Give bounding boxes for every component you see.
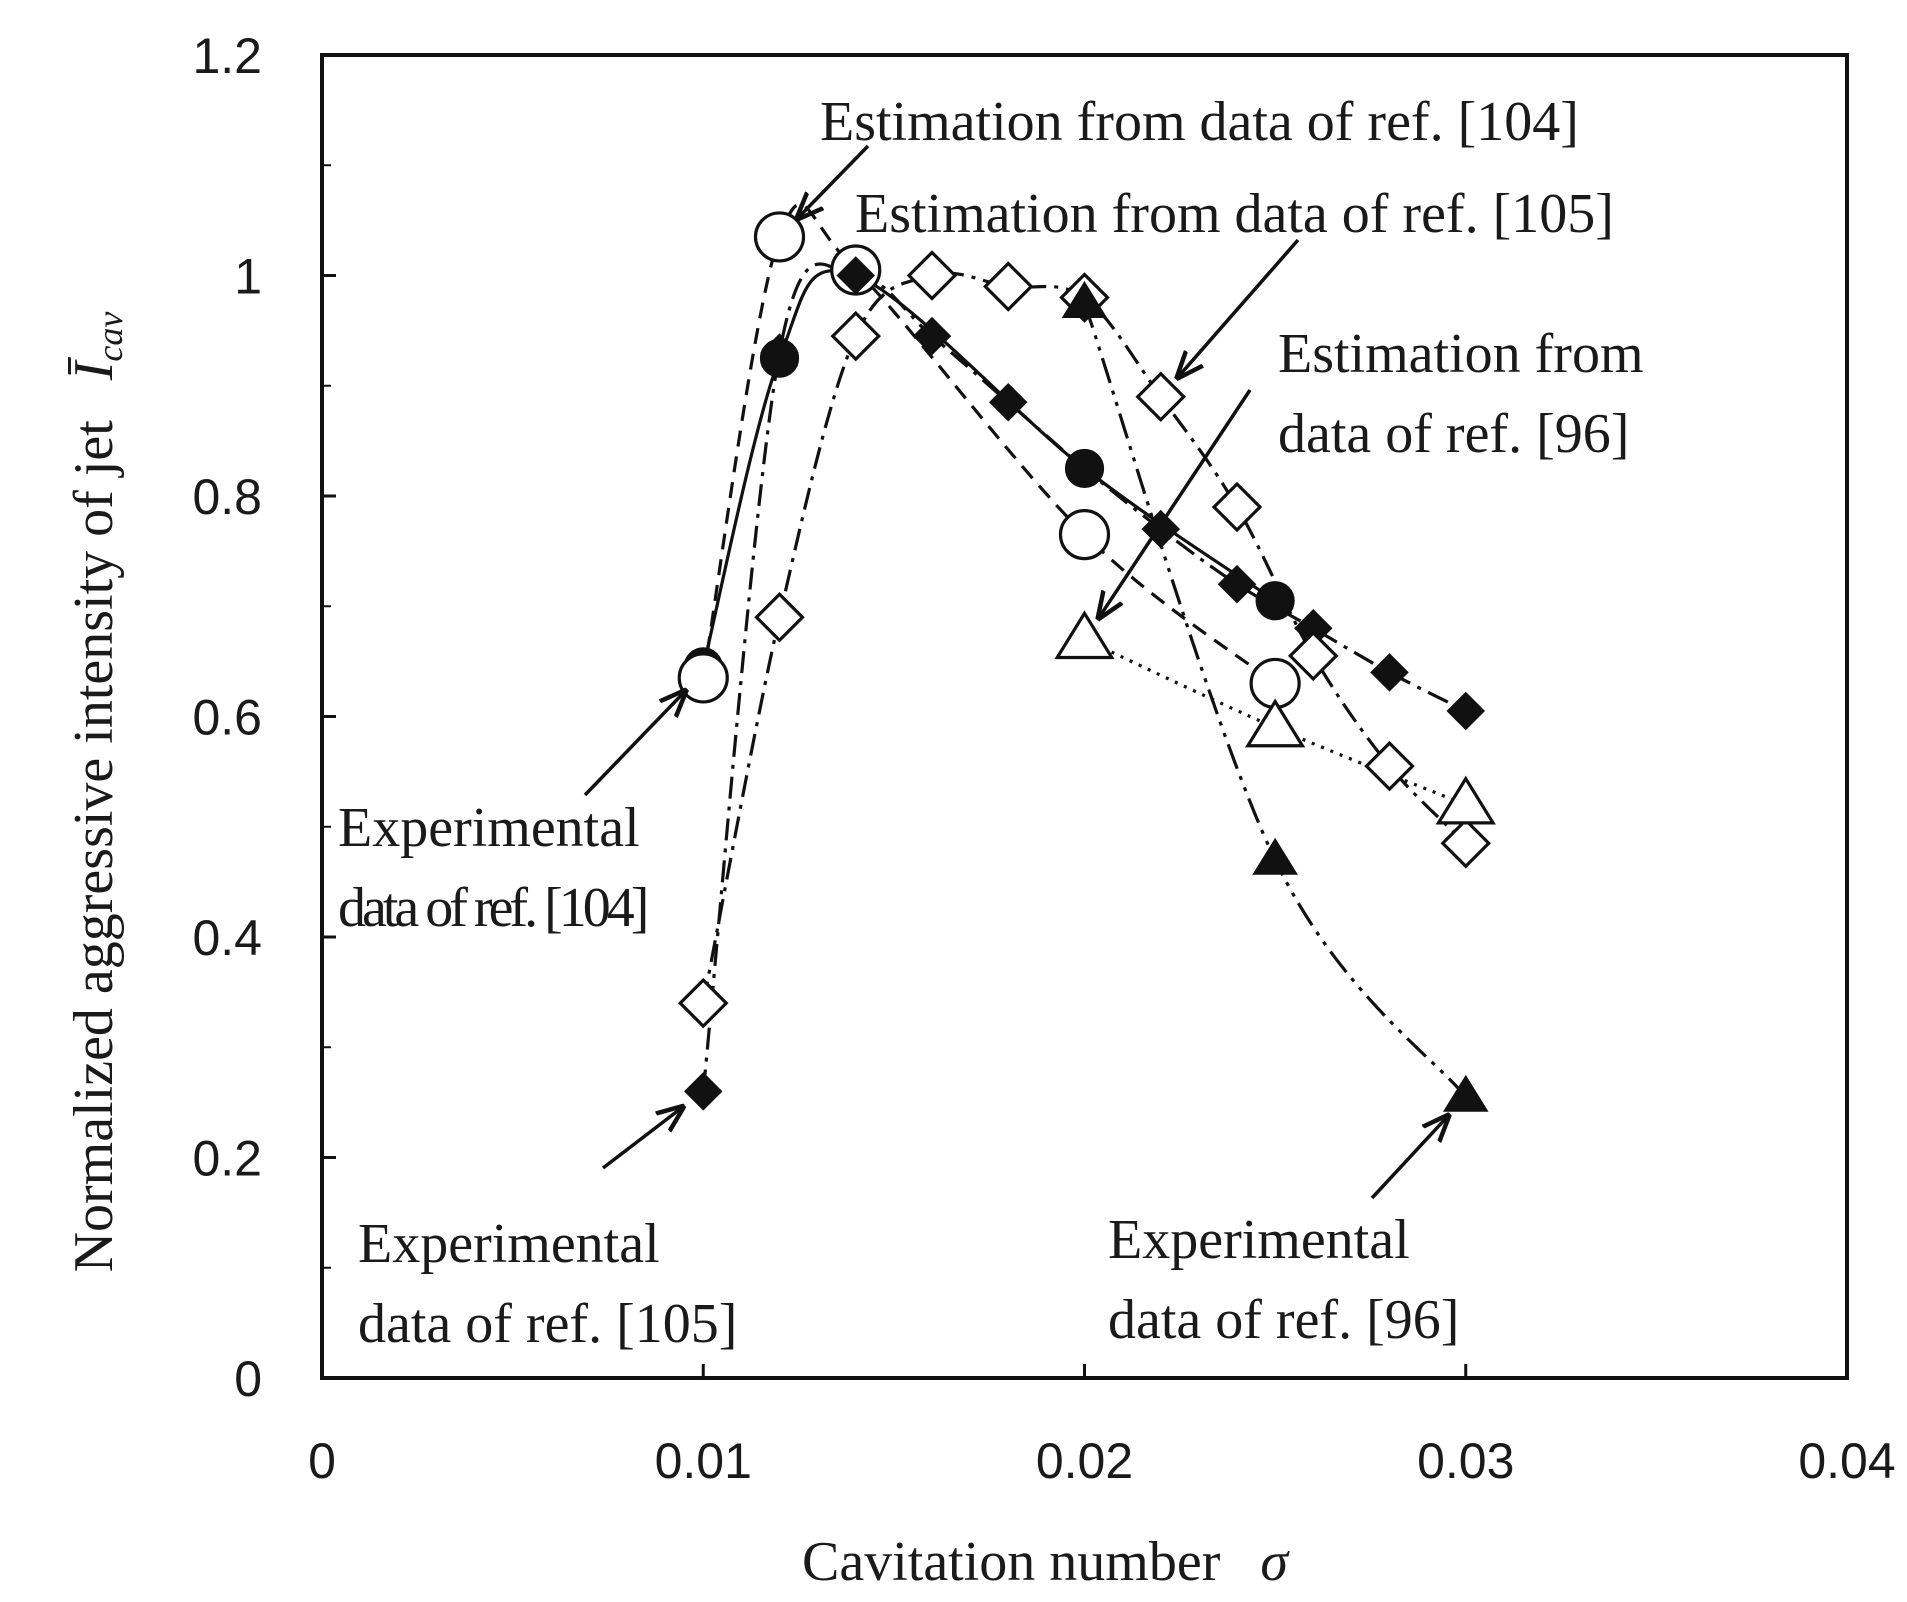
x-axis-label: Cavitation number (802, 1531, 1221, 1593)
x-axis-symbol: σ (1260, 1531, 1290, 1593)
y-tick-label: 1 (234, 249, 262, 305)
y-tick-label: 0 (234, 1351, 262, 1407)
data-point-filled-diamond (760, 333, 799, 372)
y-axis-symbol-sub: cav (90, 312, 130, 362)
annotation-0: Estimation from data of ref. [104] (798, 91, 1579, 218)
axis-tick-labels: 0 0.01 0.02 0.03 0.04 0 0.2 0.4 0.6 0.8 1 1.2 (192, 28, 1895, 1489)
y-tick-label: 0.2 (192, 1131, 262, 1187)
annotation-arrow (1178, 238, 1300, 377)
annotation-text: data of ref. [104] (338, 877, 646, 939)
annotation-2: Estimation from data of ref. [96] (1099, 323, 1644, 618)
series-line-4 (1082, 302, 1467, 1098)
x-tick-label: 0.03 (1417, 1433, 1514, 1489)
data-point-filled-triangle (1442, 1074, 1489, 1112)
data-point-open-triangle (1244, 698, 1306, 748)
y-axis-title: Normalized aggressive intensity of jetĪc… (63, 312, 130, 1273)
data-point-open-diamond (830, 310, 882, 362)
data-point-open-diamond (906, 250, 958, 301)
y-tick-label: 0.8 (192, 469, 262, 525)
x-tick-label: 0.01 (655, 1433, 752, 1489)
annotation-text: Experimental (338, 797, 640, 859)
plot-frame (320, 53, 1849, 1380)
data-point-filled-diamond (683, 1072, 723, 1111)
series-line-2 (701, 262, 1467, 1092)
y-axis-label: Normalized aggressive intensity of jet (63, 420, 125, 1273)
annotation-arrow (583, 691, 685, 797)
data-point-open-diamond (754, 592, 805, 643)
annotation-3: Experimental data of ref. [104] (338, 691, 685, 939)
data-point-filled-diamond (1370, 653, 1409, 692)
data-point-filled-triangle (1252, 837, 1298, 875)
data-point-filled-diamond (912, 316, 952, 356)
annotation-text: data of ref. [96] (1108, 1289, 1459, 1351)
data-point-filled-diamond (988, 383, 1028, 422)
annotation-arrow (798, 144, 870, 218)
data-point-open-diamond (1211, 481, 1263, 533)
series-line-3 (701, 271, 1467, 1004)
annotation-1: Estimation from data of ref. [105] (855, 183, 1614, 377)
data-point-open-circle (753, 211, 806, 263)
series-markers (677, 211, 1496, 1112)
x-tick-label: 0.04 (1798, 1433, 1895, 1489)
annotation-text: data of ref. [105] (358, 1293, 737, 1355)
data-point-open-circle (677, 652, 729, 704)
axis-ticks (320, 53, 1849, 1380)
data-point-open-diamond (1364, 740, 1415, 792)
annotation-text: Estimation from data of ref. [105] (855, 183, 1614, 245)
data-point-open-triangle (1054, 610, 1115, 660)
data-point-filled-diamond (836, 256, 876, 295)
data-point-open-circle (1058, 508, 1111, 561)
x-tick-label: 0 (308, 1433, 336, 1489)
data-point-open-diamond (677, 977, 729, 1029)
annotation-text: Experimental (1108, 1209, 1410, 1271)
annotation-text: Experimental (358, 1213, 660, 1275)
data-point-filled-circle (1255, 581, 1295, 621)
annotation-5: Experimental data of ref. [96] (1108, 1116, 1459, 1351)
data-point-filled-diamond (1446, 691, 1486, 731)
annotations: Estimation from data of ref. [104] Estima… (338, 91, 1644, 1355)
data-point-filled-diamond (1217, 564, 1257, 604)
data-point-open-diamond (1135, 371, 1187, 423)
y-tick-label: 1.2 (192, 28, 262, 84)
annotation-text: Estimation from (1278, 323, 1644, 385)
y-tick-label: 0.4 (192, 910, 262, 966)
y-tick-label: 0.6 (192, 690, 262, 746)
data-point-open-diamond (982, 261, 1034, 312)
annotation-4: Experimental data of ref. [105] (358, 1107, 737, 1355)
annotation-arrow (1099, 389, 1252, 618)
x-axis-title: Cavitation number σ (802, 1531, 1290, 1593)
data-point-open-triangle (1435, 775, 1496, 825)
annotation-arrow (601, 1107, 683, 1170)
x-tick-label: 0.02 (1036, 1433, 1133, 1489)
data-point-open-diamond (1440, 818, 1492, 869)
data-point-open-diamond (1287, 630, 1339, 682)
data-point-filled-triangle (1061, 281, 1108, 318)
annotation-text: data of ref. [96] (1278, 403, 1629, 465)
data-point-filled-diamond (1065, 449, 1104, 488)
annotation-arrow (1370, 1116, 1448, 1200)
annotation-text: Estimation from data of ref. [104] (820, 91, 1579, 153)
